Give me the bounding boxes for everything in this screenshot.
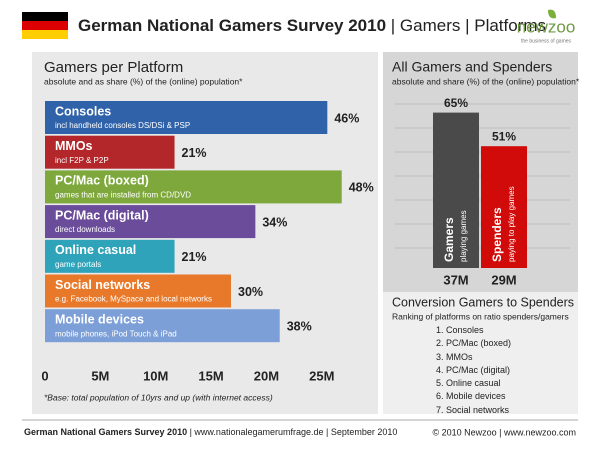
- value-label: 48%: [349, 181, 374, 195]
- bar-name: PC/Mac (digital): [55, 208, 149, 222]
- value-label: 29M: [491, 272, 516, 287]
- bar-name: PC/Mac (boxed): [55, 174, 149, 188]
- ranking-item: MMOs: [446, 351, 511, 364]
- x-tick-label: 0: [41, 368, 48, 383]
- logo-tagline: the business of games: [521, 38, 572, 44]
- ranking-item: Mobile devices: [446, 390, 511, 403]
- right-chart-panel: [383, 52, 578, 292]
- bar: [45, 274, 231, 308]
- bar-name: Spenders: [490, 207, 504, 262]
- x-tick-label: 5M: [91, 368, 109, 383]
- ranking-item: PC/Mac (digital): [446, 364, 511, 377]
- bar-name: Online casual: [55, 243, 136, 257]
- value-label: 38%: [287, 319, 312, 333]
- ranking-item: PC/Mac (boxed): [446, 337, 511, 350]
- bar-name: Mobile devices: [55, 312, 144, 326]
- bar: [45, 309, 280, 343]
- value-label: 21%: [182, 250, 207, 264]
- ranking-item: Online casual: [446, 377, 511, 390]
- title-rest: | Gamers | Platforms: [386, 16, 546, 35]
- bar: [45, 101, 328, 134]
- value-label: 37M: [443, 272, 468, 287]
- title-main: German National Gamers Survey 2010: [78, 16, 386, 35]
- bar-name: Gamers: [442, 217, 456, 262]
- left-subtitle: absolute and as share (%) of the (online…: [44, 76, 243, 86]
- bar-name: Consoles: [55, 104, 111, 118]
- right-subtitle: absolute and share (%) of the (online) p…: [392, 76, 580, 86]
- right-title: All Gamers and Spenders: [392, 59, 552, 75]
- bar-description: paying to play games: [507, 186, 516, 262]
- x-tick-label: 20M: [254, 368, 279, 383]
- bar-description: game portals: [55, 260, 101, 269]
- bar-description: e.g. Facebook, MySpace and local network…: [55, 295, 212, 304]
- conversion-title: Conversion Gamers to Spenders: [392, 295, 574, 309]
- bar-name: MMOs: [55, 139, 93, 153]
- bar-description: direct downloads: [55, 225, 115, 234]
- x-tick-label: 10M: [143, 368, 168, 383]
- value-label: 21%: [182, 146, 207, 160]
- bar: [433, 112, 479, 268]
- page-title: German National Gamers Survey 2010 | Gam…: [78, 16, 546, 35]
- footer-rest: | www.nationalegamerumfrage.de | Septemb…: [187, 427, 397, 437]
- x-tick-label: 25M: [309, 368, 334, 383]
- footer-left: German National Gamers Survey 2010 | www…: [24, 427, 397, 437]
- ranking-list: ConsolesPC/Mac (boxed)MMOsPC/Mac (digita…: [430, 324, 511, 417]
- value-label: 34%: [262, 215, 287, 229]
- footnote: *Base: total population of 10yrs and up …: [44, 392, 273, 402]
- flag-stripe: [22, 30, 68, 39]
- footer-main: German National Gamers Survey 2010: [24, 427, 187, 437]
- flag-stripe: [22, 21, 68, 30]
- bar-name: Social networks: [55, 278, 150, 292]
- logo-leaf: [548, 9, 556, 19]
- ranking-item: Social networks: [446, 404, 511, 417]
- bar: [45, 135, 175, 169]
- bar-description: incl handheld consoles DS/DSi & PSP: [55, 121, 190, 130]
- flag-stripe: [22, 12, 68, 21]
- bar-description: incl F2P & P2P: [55, 156, 109, 165]
- share-label: 51%: [492, 129, 516, 143]
- bar-description: playing games: [459, 210, 468, 262]
- logo: newzoo: [517, 17, 576, 36]
- conversion-subtitle: Ranking of platforms on ratio spenders/g…: [392, 311, 569, 321]
- left-title: Gamers per Platform: [44, 59, 183, 76]
- x-tick-label: 15M: [198, 368, 223, 383]
- bar: [45, 205, 256, 239]
- share-label: 65%: [444, 96, 468, 110]
- bar-description: mobile phones, iPod Touch & iPad: [55, 329, 177, 338]
- ranking-item: Consoles: [446, 324, 511, 337]
- footer-right: © 2010 Newzoo | www.newzoo.com: [432, 427, 576, 437]
- value-label: 46%: [334, 111, 359, 125]
- value-label: 30%: [238, 285, 263, 299]
- bar: [45, 170, 342, 204]
- bar: [481, 146, 527, 268]
- conversion-panel: [383, 292, 578, 414]
- bar: [45, 239, 175, 273]
- bar-description: games that are installed from CD/DVD: [55, 191, 191, 200]
